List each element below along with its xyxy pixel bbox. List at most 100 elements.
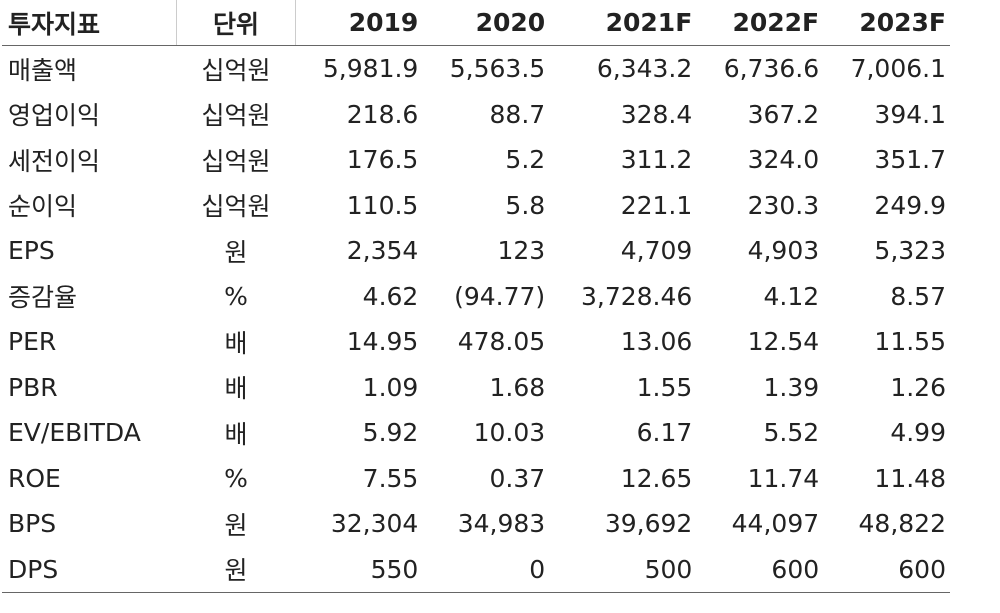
table-cell: 4.12 bbox=[763, 281, 820, 311]
table-cell: 394.1 bbox=[874, 99, 946, 129]
table-cell: 5.8 bbox=[505, 190, 546, 220]
table-cell: EPS bbox=[8, 236, 55, 266]
table-cell: 5.92 bbox=[362, 418, 419, 448]
table-cell: PBR bbox=[8, 372, 58, 402]
table-cell: 12.65 bbox=[620, 463, 693, 493]
table-cell: 6.17 bbox=[636, 418, 693, 448]
table-cell: 매출액 bbox=[8, 55, 78, 85]
table-cell: 34,983 bbox=[457, 509, 546, 539]
table-row: 순이익 십억원 110.5 5.8 221.1 230.3 249.9 bbox=[2, 183, 950, 229]
data-table: 투자지표 단위 2019 2020 2021F 2022F 2023F 매출액 십억원 5,98… bbox=[2, 0, 950, 593]
header-cell: 2019 bbox=[295, 0, 423, 46]
table-cell: (94.77) bbox=[454, 281, 546, 311]
table-row: PBR 배 1.09 1.68 1.55 1.39 1.26 bbox=[2, 365, 950, 411]
table-cell: % bbox=[224, 281, 248, 311]
table-cell: 4.62 bbox=[362, 281, 419, 311]
table-cell: 13.06 bbox=[620, 327, 693, 357]
table-cell: 478.05 bbox=[457, 327, 546, 357]
table-row: 증감율% 4.62 (94.77) 3,728.46 4.12 8.57 bbox=[2, 274, 950, 320]
table-cell: 44,097 bbox=[731, 509, 820, 539]
table-cell: 1.26 bbox=[890, 372, 946, 402]
table-cell: 11.55 bbox=[874, 327, 946, 357]
header-row: 투자지표 단위 2019 2020 2021F 2022F 2023F bbox=[2, 0, 950, 46]
table-cell: 5,981.9 bbox=[322, 54, 419, 84]
table-cell: 6,736.6 bbox=[723, 54, 820, 84]
table-cell: 221.1 bbox=[620, 190, 693, 220]
table-cell: 11.48 bbox=[874, 463, 946, 493]
table-cell: 8.57 bbox=[890, 281, 946, 311]
table-cell: PER bbox=[8, 327, 57, 357]
table-row: 영업이익 십억원 218.6 88.7 328.4 367.2 394.1 bbox=[2, 92, 950, 138]
table-cell: 12.54 bbox=[747, 327, 820, 357]
table-cell: 600 bbox=[696, 546, 824, 593]
table-cell: DPS bbox=[2, 546, 177, 593]
table-cell: 십억원 bbox=[201, 55, 271, 85]
table-row: 세전이익 십억원 176.5 5.2 311.2 324.0 351.7 bbox=[2, 137, 950, 183]
table-cell: 십억원 bbox=[201, 101, 271, 131]
table-cell: 2,354 bbox=[346, 236, 419, 266]
table-cell: 6,343.2 bbox=[596, 54, 693, 84]
table-row: ROE% 7.55 0.37 12.65 11.74 11.48 bbox=[2, 456, 950, 502]
table-cell: ROE bbox=[8, 463, 61, 493]
table-cell: 원 bbox=[224, 237, 248, 267]
table-cell: 324.0 bbox=[747, 145, 820, 175]
table-cell: BPS bbox=[8, 509, 57, 539]
table-cell: 증감율 bbox=[8, 283, 78, 313]
table-row: EV/EBITDA 배 5.92 10.03 6.17 5.52 4.99 bbox=[2, 410, 950, 456]
table-cell: 1.68 bbox=[489, 372, 546, 402]
table-cell: 원 bbox=[224, 510, 248, 540]
header-cell: 단위 bbox=[176, 0, 296, 46]
table-cell: 세전이익 bbox=[8, 146, 101, 176]
table-body: 매출액 십억원 5,981.9 5,563.5 6,343.2 6,736.6 7,006.… bbox=[2, 46, 950, 593]
table-cell: 7.55 bbox=[362, 463, 419, 493]
table-cell: 0 bbox=[422, 546, 550, 593]
table-cell: 5.2 bbox=[505, 145, 546, 175]
table-cell: 1.39 bbox=[763, 372, 820, 402]
table-cell: 351.7 bbox=[874, 145, 946, 175]
table-row: DPS 원 550 0 500 600 600 bbox=[2, 546, 950, 593]
table-cell: 550 bbox=[295, 546, 423, 593]
table-cell: 600 bbox=[823, 546, 950, 593]
table-row: PER 배 14.95 478.05 13.06 12.54 11.55 bbox=[2, 319, 950, 365]
table-cell: 배 bbox=[224, 328, 248, 358]
table-row: BPS 원 32,304 34,983 39,692 44,097 48,822 bbox=[2, 501, 950, 547]
table-cell: 123 bbox=[497, 236, 546, 266]
table-cell: 367.2 bbox=[747, 99, 820, 129]
table-cell: 110.5 bbox=[346, 190, 419, 220]
header-cell: 2022F bbox=[696, 0, 824, 46]
table-cell: 5.52 bbox=[763, 418, 820, 448]
table-cell: 배 bbox=[224, 419, 248, 449]
table-cell: 249.9 bbox=[874, 190, 946, 220]
table-cell: 10.03 bbox=[473, 418, 546, 448]
table-cell: 1.55 bbox=[636, 372, 693, 402]
table-cell: % bbox=[224, 463, 248, 493]
table-cell: 32,304 bbox=[330, 509, 419, 539]
table-cell: 39,692 bbox=[604, 509, 693, 539]
table-cell: 순이익 bbox=[8, 192, 78, 222]
table-cell: 5,563.5 bbox=[449, 54, 546, 84]
table-cell: 218.6 bbox=[346, 99, 419, 129]
table-cell: 4,903 bbox=[747, 236, 820, 266]
table-cell: 176.5 bbox=[346, 145, 419, 175]
table-cell: 십억원 bbox=[201, 192, 271, 222]
table-cell: EV/EBITDA bbox=[8, 418, 141, 448]
header-cell: 2021F bbox=[549, 0, 697, 46]
table-cell: 88.7 bbox=[489, 99, 546, 129]
table-row: 매출액 십억원 5,981.9 5,563.5 6,343.2 6,736.6 7,006.… bbox=[2, 46, 950, 92]
table-cell: 원 bbox=[176, 546, 296, 593]
header-cell: 2020 bbox=[422, 0, 550, 46]
table-row: EPS 원 2,354 123 4,709 4,903 5,323 bbox=[2, 228, 950, 274]
table-cell: 4,709 bbox=[620, 236, 693, 266]
table-cell: 311.2 bbox=[620, 145, 693, 175]
table-cell: 7,006.1 bbox=[850, 54, 946, 84]
header-cell: 2023F bbox=[823, 0, 950, 46]
table-cell: 5,323 bbox=[874, 236, 946, 266]
table-cell: 11.74 bbox=[747, 463, 820, 493]
table-cell: 0.37 bbox=[489, 463, 546, 493]
table-cell: 48,822 bbox=[858, 509, 946, 539]
table-cell: 328.4 bbox=[620, 99, 693, 129]
table-cell: 4.99 bbox=[890, 418, 946, 448]
table-cell: 3,728.46 bbox=[580, 281, 693, 311]
table-cell: 십억원 bbox=[201, 146, 271, 176]
